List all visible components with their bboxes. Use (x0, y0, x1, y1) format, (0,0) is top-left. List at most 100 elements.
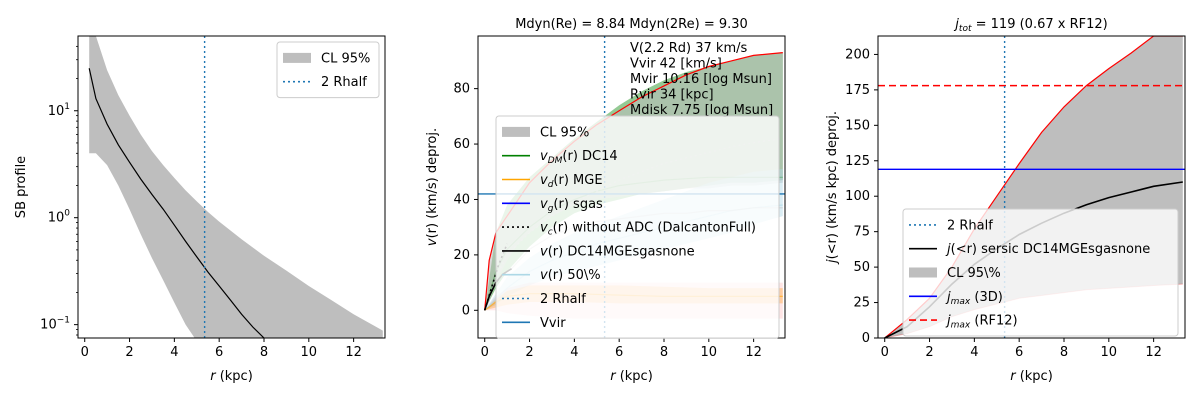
legend-label: CL 95% (321, 51, 370, 66)
x-tick-label: 6 (215, 345, 223, 360)
legend-label: vc(r) without ADC (DalcantonFull) (540, 221, 756, 238)
y-tick-label: 40 (453, 192, 470, 207)
y-tick-label: 175 (845, 83, 870, 98)
y-axis-label: j(<r) (km/s kpc) deproj. (825, 111, 840, 265)
y-tick-label: 25 (853, 296, 870, 311)
legend-label: vg(r) sgas (540, 197, 603, 214)
legend-item: CL 95\% (909, 266, 1001, 281)
legend-box (902, 208, 1179, 337)
legend-label: Vvir (540, 316, 566, 331)
x-tick-label: 8 (1060, 345, 1068, 360)
y-tick-label: 100 (845, 189, 870, 204)
legend-label: jmax (RF12) (945, 314, 1018, 331)
x-tick-label: 12 (745, 345, 762, 360)
legend-label: vd(r) MGE (540, 173, 603, 190)
x-tick-label: 8 (260, 345, 268, 360)
legend-label: v(r) DC14MGEsgasnone (540, 244, 695, 259)
legend-item: jmax (3D) (909, 290, 1003, 307)
panel-1: 0 2 4 6 8 10 12 10−1 100 101 r (kpc) SB profile CL 9… (14, 35, 386, 384)
axes-frame (877, 35, 1186, 339)
legend-item: CL 95% (283, 51, 370, 66)
legend-swatch (283, 52, 311, 63)
annotation-line: Mvir 10.16 [log Msun] (630, 72, 772, 87)
annotation-line: Mdisk 7.75 [log Msun] (630, 103, 773, 118)
legend-item: vd(r) MGE (502, 173, 603, 190)
legend-item: v(r) DC14MGEsgasnone (502, 244, 695, 259)
series-11-line (483, 243, 508, 311)
x-tick-label: 0 (481, 345, 489, 360)
chart-title: jtot = 119 (0.67 x RF12) (953, 17, 1107, 34)
legend-label: 2 Rhalf (947, 218, 993, 233)
y-tick-label: 100 (48, 209, 71, 226)
legend-item: jmax (RF12) (909, 314, 1018, 331)
legend-label: 2 Rhalf (321, 75, 367, 90)
x-tick-label: 4 (570, 345, 578, 360)
legend-item: Vvir (502, 316, 566, 331)
legend-label: j(<r) sersic DC14MGEsgasnone (945, 242, 1150, 257)
panel-3: 0 2 4 6 8 10 12 0 25 50 75 100 125 150 175 200 r (kpc) j(… (825, 17, 1186, 384)
y-axis-label: v(r) (km/s) deproj. (425, 128, 440, 246)
y-tick-label: 80 (453, 82, 470, 97)
y-tick-label: 20 (453, 248, 470, 263)
y-axis-label: SB profile (14, 156, 29, 218)
series-1-line (88, 68, 265, 338)
x-tick-label: 8 (660, 345, 668, 360)
legend-item: v(r) 50\% (502, 268, 601, 283)
x-tick-label: 6 (615, 345, 623, 360)
axes-frame (77, 35, 386, 339)
legend-item: 2 Rhalf (283, 75, 367, 90)
x-axis-label: r (kpc) (610, 369, 653, 384)
legend-item: 2 Rhalf (502, 292, 586, 307)
y-tick-label: 60 (453, 137, 470, 152)
x-tick-label: 10 (301, 345, 318, 360)
annotation-line: Vvir 42 [km/s] (630, 57, 722, 72)
legend-label: v(r) 50\% (540, 268, 601, 283)
y-tick-label: 150 (845, 118, 870, 133)
x-axis-label: r (kpc) (1010, 369, 1053, 384)
x-tick-label: 4 (170, 345, 178, 360)
y-tick-label: 50 (853, 260, 870, 275)
legend-box (495, 115, 780, 339)
chart-title: Mdyn(Re) = 8.84 Mdyn(2Re) = 9.30 (515, 17, 748, 32)
x-tick-label: 10 (701, 345, 718, 360)
y-tick-label: 10−1 (40, 316, 70, 333)
legend-item: vDM(r) DC14 (502, 149, 618, 166)
legend-label: CL 95\% (947, 266, 1001, 281)
x-tick-label: 0 (81, 345, 89, 360)
legend-item: j(<r) sersic DC14MGEsgasnone (909, 242, 1150, 257)
legend-item: vc(r) without ADC (DalcantonFull) (502, 221, 756, 238)
legend-label: jmax (3D) (945, 290, 1003, 307)
x-tick-label: 6 (1015, 345, 1023, 360)
x-tick-label: 12 (1145, 345, 1162, 360)
y-tick-label: 75 (853, 225, 870, 240)
annotation-line: V(2.2 Rd) 37 km/s (630, 41, 748, 56)
legend-label: vDM(r) DC14 (540, 149, 618, 166)
annotation-line: Rvir 34 [kpc] (630, 88, 714, 103)
legend-swatch (502, 126, 530, 137)
y-tick-label: 200 (845, 47, 870, 62)
x-tick-label: 10 (1101, 345, 1118, 360)
legend-item: vg(r) sgas (502, 197, 603, 214)
legend-label: CL 95% (540, 125, 589, 140)
panel-2: 0 2 4 6 8 10 12 0 20 40 60 80 r (kpc) v(r) (km/s) dep… (425, 17, 786, 384)
x-tick-label: 2 (525, 345, 533, 360)
legend: CL 95% vDM(r) DC14 vd(r) MGE vg(r) sgas vc(r… (495, 115, 780, 339)
legend-item: CL 95% (502, 125, 589, 140)
series-0-band (89, 36, 383, 338)
x-tick-label: 12 (345, 345, 362, 360)
y-tick-label: 0 (462, 303, 470, 318)
legend: CL 95% 2 Rhalf (276, 41, 380, 99)
x-tick-label: 0 (881, 345, 889, 360)
y-tick-label: 0 (862, 331, 870, 346)
legend-swatch (909, 267, 937, 278)
y-tick-label: 125 (845, 154, 870, 169)
x-tick-label: 2 (925, 345, 933, 360)
x-axis-label: r (kpc) (210, 369, 253, 384)
plot-area (88, 36, 383, 338)
legend: 2 Rhalf j(<r) sersic DC14MGEsgasnone CL 95… (902, 208, 1179, 337)
legend-label: 2 Rhalf (540, 292, 586, 307)
y-tick-label: 101 (48, 102, 70, 119)
legend-item: 2 Rhalf (909, 218, 993, 233)
x-tick-label: 4 (970, 345, 978, 360)
